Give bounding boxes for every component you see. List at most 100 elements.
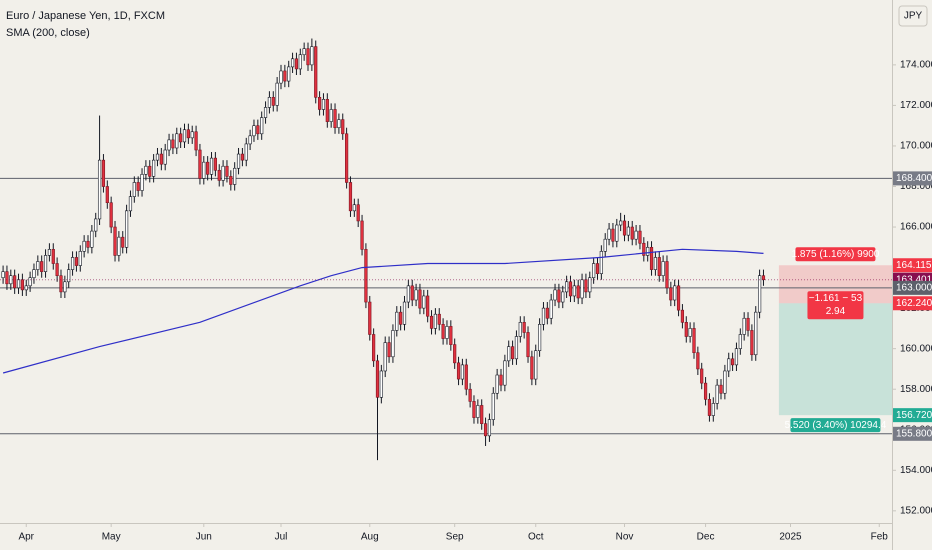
currency-box[interactable]: [898, 5, 928, 27]
candle-body: [121, 236, 125, 248]
candle-body: [40, 261, 44, 272]
candle-body: [375, 360, 380, 398]
candle-body: [402, 301, 407, 325]
candle-body: [453, 344, 457, 364]
x-tick-label: Oct: [528, 532, 544, 543]
candle-body: [514, 336, 519, 360]
candle-body: [468, 388, 472, 402]
candle-body: [727, 358, 731, 372]
stop-label: 1.875 (1.16%) 9900: [792, 249, 880, 260]
candle-body: [279, 70, 283, 84]
candle-body: [182, 129, 187, 143]
candle-body: [464, 364, 468, 390]
candle-body: [132, 182, 136, 197]
candle-body: [576, 285, 580, 299]
candle-body: [356, 204, 360, 222]
candle-body: [711, 403, 715, 416]
candle-body: [136, 182, 140, 191]
candle-body: [692, 328, 696, 354]
price-label: 163.000: [896, 282, 932, 293]
price-label: 155.800: [896, 428, 932, 439]
candle-body: [348, 182, 353, 212]
candle-body: [140, 174, 144, 191]
candle-body: [758, 275, 762, 313]
candle-body: [372, 334, 376, 362]
candle-body: [534, 350, 538, 380]
candle-body: [476, 405, 480, 418]
candle-body: [437, 313, 441, 325]
candle-body: [314, 46, 318, 98]
target-label-box: [790, 418, 881, 433]
candle-body: [653, 257, 657, 270]
candle-body: [611, 228, 615, 242]
candle-body: [707, 399, 712, 416]
candle-body: [148, 165, 152, 177]
candle-body: [626, 226, 630, 236]
price-label-box: [893, 258, 932, 273]
candle-body: [13, 275, 17, 289]
candle-body: [236, 153, 241, 169]
candle-body: [649, 247, 654, 270]
candle-body: [646, 247, 650, 256]
candle-body: [43, 255, 48, 272]
candle-body: [186, 129, 190, 139]
candle-body: [676, 285, 681, 311]
candle-body: [252, 125, 256, 137]
candle-body: [248, 135, 252, 145]
candle-body: [406, 285, 410, 303]
candle-body: [128, 196, 133, 212]
candle-body: [638, 230, 642, 244]
candle-body: [399, 311, 403, 325]
candle-body: [345, 133, 349, 183]
candle-body: [723, 370, 727, 394]
candle-body: [125, 210, 129, 248]
candle-body: [715, 384, 719, 404]
candle-body: [294, 58, 299, 70]
candle-body: [271, 97, 275, 106]
candle-body: [472, 401, 476, 418]
candle-body: [24, 285, 28, 291]
candle-body: [460, 364, 465, 380]
candle-body: [263, 107, 268, 118]
candle-body: [113, 226, 117, 256]
candle-body: [32, 269, 36, 279]
candle-body: [302, 48, 306, 56]
candle-body: [337, 119, 341, 129]
candle-body: [383, 342, 387, 372]
candle-body: [82, 240, 86, 252]
candle-body: [155, 153, 160, 161]
candle-body: [445, 326, 449, 339]
target-label: 5.520 (3.40%) 10294.4: [785, 420, 887, 431]
candle-body: [750, 330, 754, 356]
candle-body: [78, 251, 82, 266]
candle-body: [310, 46, 314, 66]
candle-body: [634, 230, 638, 240]
price-label-box: [893, 171, 932, 186]
price-label-box: [893, 280, 932, 295]
candle-body: [657, 257, 661, 276]
candle-body: [738, 334, 742, 349]
candle-body: [5, 271, 9, 285]
candle-body: [20, 279, 24, 291]
candle-body: [244, 143, 248, 161]
candle-body: [163, 149, 167, 165]
mid-label: −1.161 − 53: [809, 293, 863, 304]
sma-line: [2, 248, 764, 374]
chart-title: Euro / Japanese Yen, 1D, FXCM: [6, 10, 165, 22]
candle-body: [256, 125, 260, 135]
y-tick-label: 152.000: [900, 505, 932, 516]
currency[interactable]: JPY: [904, 11, 923, 22]
candle-body: [541, 307, 546, 325]
price-label: 168.400: [896, 173, 932, 184]
candle-body: [603, 238, 607, 252]
candle-body: [333, 109, 337, 129]
candle-body: [28, 277, 32, 287]
price-label-box: [893, 408, 932, 423]
candle-body: [700, 368, 704, 384]
candle-body: [391, 330, 395, 358]
candle-body: [63, 281, 67, 293]
candle-body: [1, 271, 5, 279]
candle-body: [16, 279, 21, 289]
candle-body: [491, 392, 495, 420]
candle-body: [202, 161, 206, 179]
